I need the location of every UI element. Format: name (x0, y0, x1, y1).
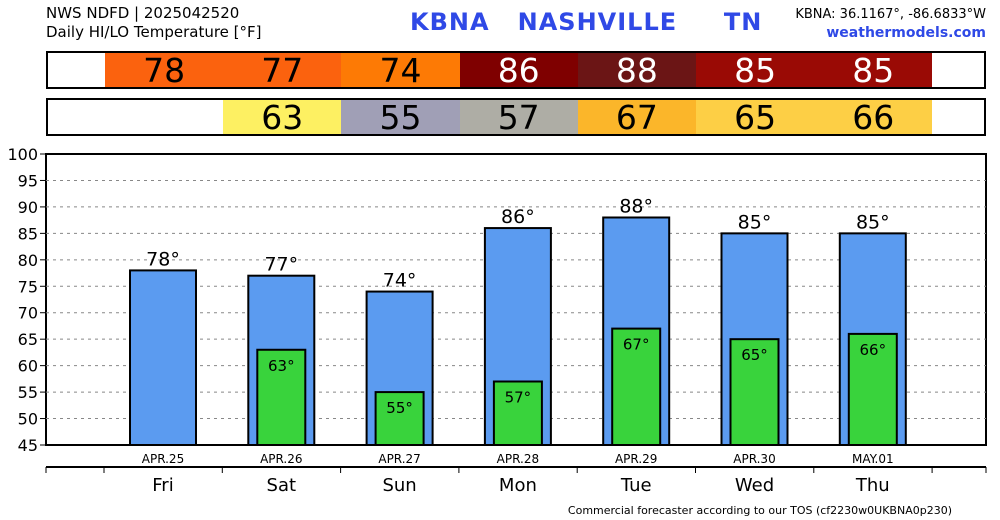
high-bar-label: 85° (738, 211, 772, 233)
high-cell: 88 (577, 51, 696, 90)
high-cell: 77 (223, 51, 342, 90)
coords-label: KBNA: 36.1167°, -86.6833°W (795, 7, 986, 22)
day-label: Mon (499, 475, 537, 496)
date-label: APR.30 (733, 452, 775, 466)
high-cell: 74 (341, 51, 460, 90)
high-bar-label: 74° (383, 270, 417, 292)
date-label: APR.28 (497, 452, 539, 466)
low-bar-label: 66° (860, 341, 887, 359)
high-bar-label: 78° (146, 248, 180, 270)
low-cell: 63 (223, 98, 342, 137)
low-cell: 57 (459, 98, 578, 137)
day-label: Sat (267, 475, 297, 496)
header-left: NWS NDFD | 2025042520 Daily HI/LO Temper… (46, 4, 262, 42)
low-temperature-strip: 63 55 57 67 65 66 (46, 98, 986, 137)
low-bar-label: 63° (268, 357, 295, 375)
low-bar-label: 65° (741, 346, 768, 364)
high-temperature-strip: 78 77 74 86 88 85 85 (46, 51, 986, 90)
y-tick-label: 60 (18, 357, 38, 376)
y-tick-label: 85 (18, 224, 38, 243)
low-bar (374, 391, 425, 447)
low-cell: 55 (341, 98, 460, 137)
y-tick-label: 80 (18, 251, 38, 270)
y-tick-label: 90 (18, 198, 38, 217)
date-label: APR.29 (615, 452, 657, 466)
station-title: KBNA NASHVILLE TN (410, 8, 763, 36)
low-bar (847, 332, 898, 446)
high-cell: 85 (814, 51, 933, 90)
high-cell: 78 (105, 51, 224, 90)
high-cell: 86 (459, 51, 578, 90)
high-cell: 85 (696, 51, 815, 90)
low-bar (729, 338, 780, 447)
date-label: MAY.01 (852, 452, 894, 466)
low-cell: 67 (577, 98, 696, 137)
low-bar-label: 55° (386, 399, 413, 417)
y-tick-label: 45 (18, 436, 38, 455)
header-right: KBNA: 36.1167°, -86.6833°W weathermodels… (795, 5, 986, 43)
date-label: APR.25 (142, 452, 184, 466)
low-bar (256, 348, 307, 447)
date-label: APR.27 (378, 452, 420, 466)
day-label: Tue (620, 475, 652, 496)
footer-note: Commercial forecaster according to our T… (567, 504, 952, 517)
y-tick-label: 65 (18, 330, 38, 349)
high-bar (129, 269, 197, 446)
low-bar (611, 327, 662, 447)
site-link[interactable]: weathermodels.com (826, 25, 986, 41)
date-label: APR.26 (260, 452, 302, 466)
low-bar-label: 67° (623, 336, 650, 354)
y-tick-label: 95 (18, 171, 38, 190)
high-bar-label: 85° (856, 211, 890, 233)
low-bar (492, 380, 543, 447)
high-bar-label: 88° (619, 195, 653, 217)
product-label: Daily HI/LO Temperature [°F] (46, 23, 262, 41)
model-run-label: NWS NDFD | 2025042520 (46, 4, 240, 22)
high-bar-label: 86° (501, 206, 535, 228)
y-tick-label: 70 (18, 304, 38, 323)
low-cell: 66 (814, 98, 933, 137)
y-tick-label: 75 (18, 277, 38, 296)
y-tick-label: 100 (7, 145, 38, 164)
day-label: Wed (735, 475, 774, 496)
day-label: Fri (152, 475, 173, 496)
low-bar-label: 57° (505, 389, 532, 407)
day-label: Thu (855, 475, 890, 496)
high-bar-label: 77° (264, 254, 298, 276)
low-cell: 65 (696, 98, 815, 137)
y-tick-label: 50 (18, 410, 38, 429)
y-tick-label: 55 (18, 383, 38, 402)
day-label: Sun (382, 475, 416, 496)
